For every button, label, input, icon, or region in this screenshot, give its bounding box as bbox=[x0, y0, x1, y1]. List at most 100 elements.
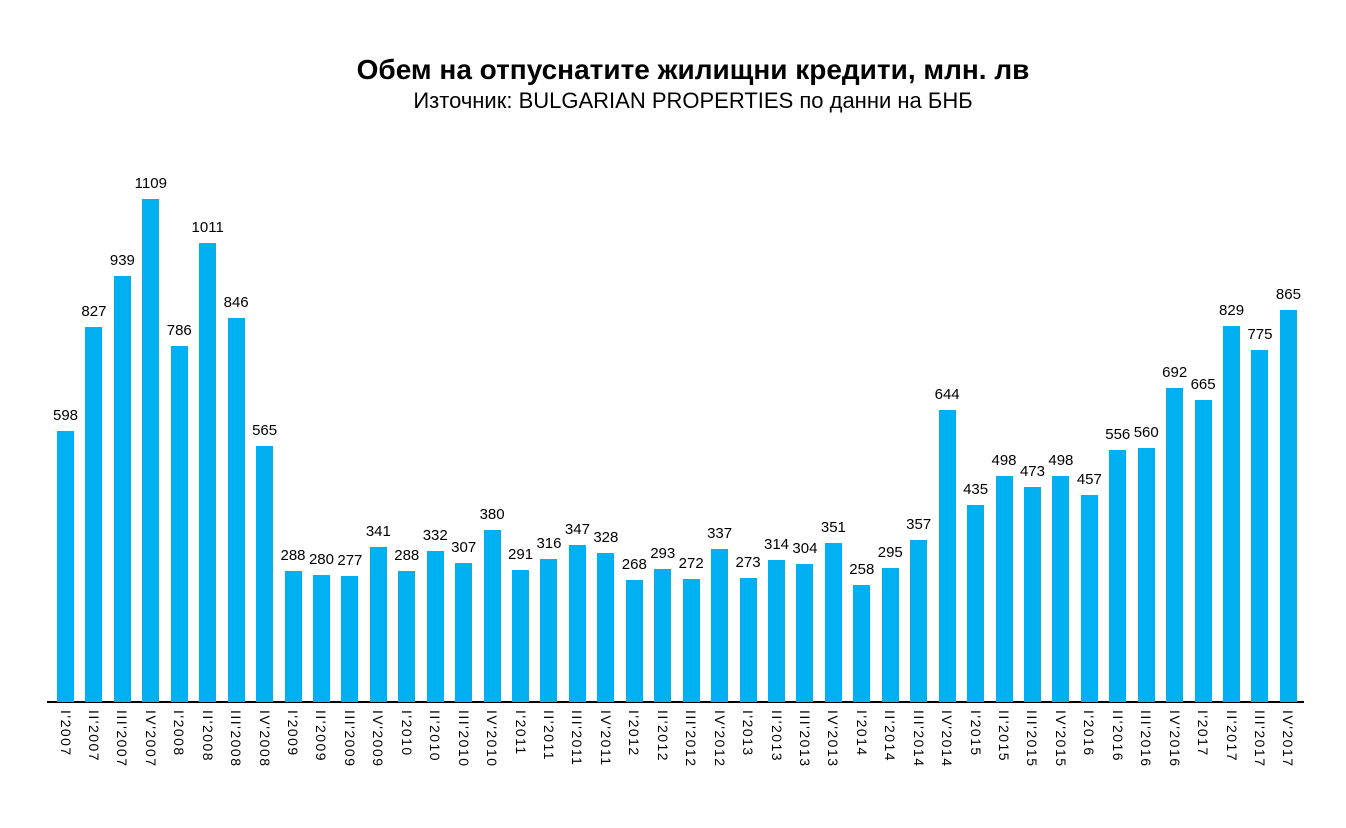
chart-title: Обем на отпуснатите жилищни кредити, млн… bbox=[356, 54, 1030, 85]
x-axis-tick-label: II'2007 bbox=[85, 710, 102, 763]
x-axis-tick-label: IV'2015 bbox=[1052, 710, 1069, 768]
bar-value-label: 272 bbox=[678, 555, 704, 572]
x-axis-tick-label: II'2017 bbox=[1223, 710, 1240, 763]
bar-value-label: 357 bbox=[906, 516, 932, 533]
bar bbox=[1194, 400, 1212, 702]
bar-value-label: 598 bbox=[52, 407, 79, 424]
bar bbox=[1223, 326, 1241, 702]
x-axis-tick-label: II'2010 bbox=[427, 710, 444, 763]
bar bbox=[1137, 448, 1155, 702]
bar-value-label: 314 bbox=[763, 536, 790, 553]
x-axis-tick-label: I'2014 bbox=[853, 710, 870, 757]
bar-value-label: 457 bbox=[1076, 471, 1102, 488]
bar-value-label: 328 bbox=[593, 529, 619, 546]
x-axis-tick-label: IV'2009 bbox=[370, 710, 387, 768]
bar bbox=[967, 505, 985, 702]
bar-value-label: 473 bbox=[1019, 463, 1045, 480]
bar bbox=[739, 578, 757, 702]
x-axis-tick-label: I'2013 bbox=[740, 710, 757, 757]
x-axis-tick-label: III'2010 bbox=[455, 710, 472, 768]
bar-value-label: 560 bbox=[1133, 424, 1159, 441]
bar bbox=[199, 243, 217, 702]
x-axis-tick-label: IV'2013 bbox=[825, 710, 842, 768]
bar bbox=[824, 543, 842, 702]
x-axis-tick-label: I'2012 bbox=[626, 710, 643, 757]
bar bbox=[1052, 476, 1070, 702]
bar-value-label: 258 bbox=[849, 561, 875, 578]
bar-value-label: 268 bbox=[621, 556, 647, 573]
x-axis-tick-label: I'2011 bbox=[512, 710, 529, 756]
x-axis-tick-label: II'2009 bbox=[313, 710, 330, 763]
bar bbox=[597, 553, 615, 702]
x-axis-tick-label: II'2014 bbox=[882, 710, 899, 763]
bar bbox=[1279, 310, 1297, 702]
bar bbox=[682, 579, 700, 702]
bar bbox=[369, 547, 387, 702]
x-axis-tick-label: I'2017 bbox=[1195, 710, 1212, 757]
bar bbox=[284, 571, 302, 702]
bar-value-label: 498 bbox=[1048, 452, 1074, 469]
bar bbox=[1166, 388, 1184, 702]
x-axis-tick-label: IV'2017 bbox=[1280, 710, 1297, 768]
bar bbox=[113, 276, 131, 702]
x-axis-tick-label: III'2011 bbox=[569, 710, 586, 767]
bar-value-label: 665 bbox=[1190, 376, 1216, 393]
bar-value-label: 786 bbox=[166, 322, 192, 339]
x-axis-tick-label: II'2016 bbox=[1109, 710, 1126, 763]
bar bbox=[341, 576, 359, 702]
bar-value-label: 288 bbox=[394, 547, 420, 564]
bar-value-label: 337 bbox=[707, 525, 733, 542]
bar-value-label: 829 bbox=[1219, 302, 1245, 319]
bar bbox=[142, 199, 160, 702]
bar-value-label: 498 bbox=[991, 452, 1017, 469]
bar bbox=[910, 540, 928, 702]
bar-value-label: 307 bbox=[451, 539, 477, 556]
x-axis-tick-label: IV'2016 bbox=[1166, 710, 1183, 768]
bar bbox=[881, 568, 899, 702]
bar-value-label: 316 bbox=[536, 535, 562, 552]
x-axis-tick-label: IV'2011 bbox=[597, 710, 614, 767]
bar-value-label: 939 bbox=[109, 252, 135, 269]
chart-subtitle: Източник: BULGARIAN PROPERTIES по данни … bbox=[413, 88, 973, 113]
bar-value-label: 293 bbox=[650, 545, 676, 562]
bar-value-label: 435 bbox=[963, 481, 989, 498]
bar-value-label: 332 bbox=[422, 527, 448, 544]
x-axis-tick-label: III'2014 bbox=[910, 710, 927, 768]
x-axis-tick-label: III'2017 bbox=[1251, 710, 1268, 768]
bar-value-label: 692 bbox=[1162, 364, 1188, 381]
bar bbox=[796, 564, 814, 702]
bar-value-label: 347 bbox=[564, 521, 590, 538]
bar bbox=[654, 569, 672, 702]
x-axis-tick-label: II'2013 bbox=[768, 710, 785, 763]
x-axis-tick-label: IV'2007 bbox=[142, 710, 159, 768]
x-axis-tick-label: II'2008 bbox=[199, 710, 216, 763]
bar-value-label: 565 bbox=[252, 422, 278, 439]
bar bbox=[227, 318, 245, 702]
bar-value-label: 846 bbox=[223, 294, 249, 311]
bar bbox=[483, 530, 501, 702]
bar bbox=[85, 327, 103, 702]
bar-value-label: 277 bbox=[337, 552, 363, 569]
bar-value-label: 288 bbox=[280, 547, 306, 564]
x-axis-tick-label: I'2009 bbox=[285, 710, 302, 757]
bar bbox=[455, 563, 473, 702]
bar-value-label: 380 bbox=[479, 506, 505, 523]
x-axis-tick-label: I'2010 bbox=[398, 710, 415, 757]
bar-value-label: 341 bbox=[365, 523, 391, 540]
bar bbox=[1251, 350, 1269, 702]
bar-value-label: 556 bbox=[1105, 426, 1131, 443]
bar bbox=[312, 575, 330, 702]
bar bbox=[398, 571, 416, 702]
bar-value-label: 280 bbox=[308, 551, 334, 568]
bar-value-label: 304 bbox=[792, 540, 818, 557]
bar bbox=[995, 476, 1013, 702]
x-axis-tick-label: I'2007 bbox=[57, 710, 74, 757]
x-axis-tick-label: IV'2010 bbox=[484, 710, 501, 768]
bar bbox=[540, 559, 558, 702]
x-axis-tick-label: IV'2014 bbox=[939, 710, 956, 768]
x-axis-tick-label: I'2008 bbox=[171, 710, 188, 757]
bar bbox=[57, 431, 74, 702]
bar-value-label: 291 bbox=[508, 546, 534, 563]
